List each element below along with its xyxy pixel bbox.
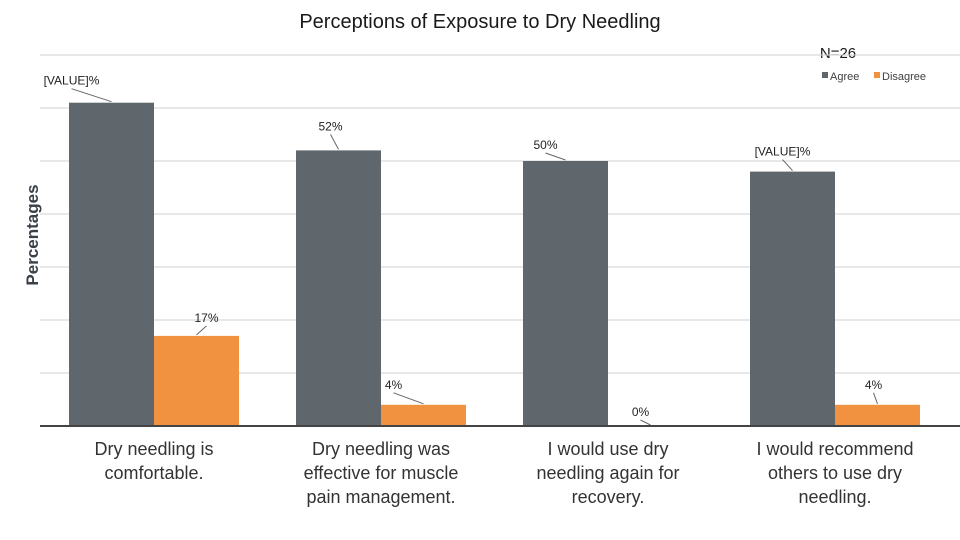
data-label-agree-4: [VALUE]% xyxy=(755,145,811,159)
bar-agree-2 xyxy=(296,150,381,426)
bar-disagree-1 xyxy=(154,335,239,426)
leader-line xyxy=(393,392,424,405)
legend-label-agree: Agree xyxy=(830,71,859,83)
data-label-disagree-1: 17% xyxy=(194,311,218,325)
category-label-1: Dry needling is comfortable. xyxy=(94,439,213,483)
category-label-4: I would recommend others to use dry needli… xyxy=(756,439,913,507)
bar-agree-3 xyxy=(523,161,608,426)
data-label-agree-2: 52% xyxy=(318,119,342,133)
category-label-2: Dry needling was effective for muscle pain… xyxy=(304,439,459,507)
data-label-agree-1: [VALUE]% xyxy=(44,74,100,88)
leader-line xyxy=(640,419,651,426)
leader-line xyxy=(71,88,112,103)
y-axis-label: Percentages xyxy=(23,184,42,285)
legend: Agree Disagree xyxy=(822,71,926,83)
bars xyxy=(69,102,920,426)
data-label-agree-3: 50% xyxy=(533,138,557,152)
sample-size-note: N=26 xyxy=(820,45,856,62)
leader-line xyxy=(873,392,878,404)
leader-line xyxy=(545,152,566,161)
leader-line xyxy=(330,134,339,150)
legend-swatch-disagree xyxy=(874,72,880,78)
data-label-disagree-2: 4% xyxy=(385,378,403,392)
bar-disagree-2 xyxy=(381,404,466,426)
bar-disagree-4 xyxy=(835,404,920,426)
category-labels: Dry needling is comfortable. Dry needling … xyxy=(94,439,913,507)
bar-agree-4 xyxy=(750,171,835,426)
legend-label-disagree: Disagree xyxy=(882,71,926,83)
bar-agree-1 xyxy=(69,102,154,426)
data-labels: [VALUE]% 17% 52% 4% 50% 0% [VALUE]% 4% xyxy=(44,74,883,426)
gridlines xyxy=(40,54,960,374)
data-label-disagree-4: 4% xyxy=(865,378,883,392)
data-label-disagree-3: 0% xyxy=(632,405,650,419)
category-label-3: I would use dry needling again for recover… xyxy=(536,439,679,507)
legend-swatch-agree xyxy=(822,72,828,78)
leader-line xyxy=(782,159,793,171)
chart-title: Perceptions of Exposure to Dry Needling xyxy=(299,11,660,33)
leader-line xyxy=(196,325,207,336)
